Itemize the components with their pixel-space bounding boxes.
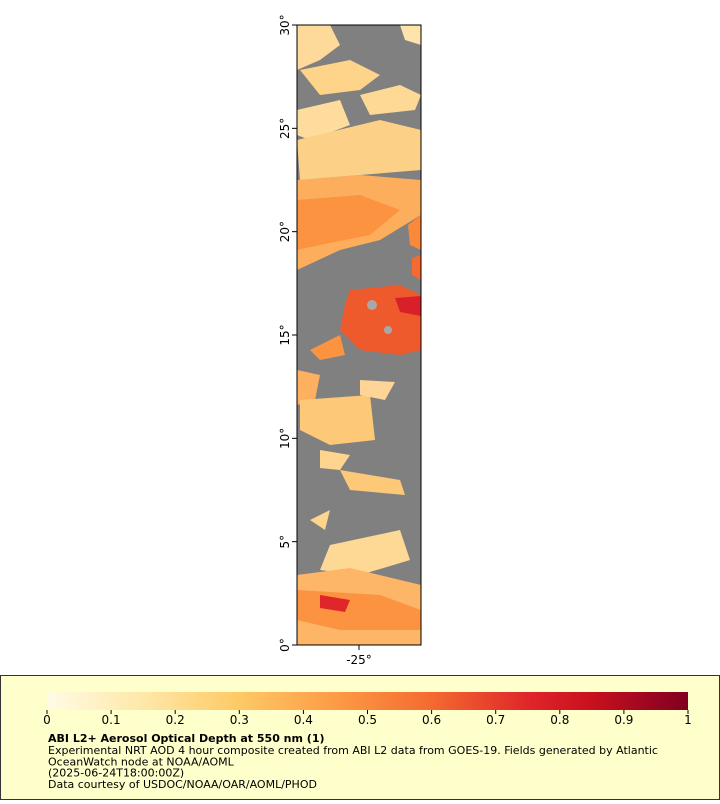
colorbar-tick-label: 0.1 (102, 713, 121, 727)
legend-title: ABI L2+ Aerosol Optical Depth at 550 nm … (48, 732, 325, 745)
colorbar-tick-label: 0.4 (294, 713, 313, 727)
lon-tick-label: -25° (346, 653, 372, 667)
map-image (297, 25, 421, 645)
colorbar-tick-label: 0.3 (230, 713, 249, 727)
legend-line: (2025-06-24T18:00:00Z) (48, 767, 184, 780)
colorbar-tick-label: 0.8 (550, 713, 569, 727)
colorbar-tick-label: 0.9 (614, 713, 633, 727)
legend-lines: Experimental NRT AOD 4 hour composite cr… (48, 744, 658, 791)
colorbar-tick-label: 0.7 (486, 713, 505, 727)
lat-tick-label: 30° (278, 14, 292, 35)
lat-tick-label: 0° (278, 638, 292, 652)
lat-tick-label: 15° (278, 324, 292, 345)
legend-line: Experimental NRT AOD 4 hour composite cr… (48, 744, 658, 757)
colorbar (47, 692, 688, 710)
lat-tick-label: 10° (278, 428, 292, 449)
axes: 0° 5° 10° 15° 20° 25° 30° -25° (278, 14, 372, 667)
colorbar-tick-label: 0.6 (422, 713, 441, 727)
legend-line: OceanWatch node at NOAA/AOML (48, 755, 235, 768)
colorbar-tick-label: 0 (43, 713, 51, 727)
colorbar-tick-label: 0.5 (358, 713, 377, 727)
lat-tick-label: 20° (278, 221, 292, 242)
lat-tick-label: 25° (278, 118, 292, 139)
lat-tick-label: 5° (278, 535, 292, 549)
colorbar-axis: 0 0.1 0.2 0.3 0.4 0.5 0.6 0.7 0.8 0.9 1 (43, 710, 692, 727)
colorbar-tick-label: 1 (684, 713, 692, 727)
colorbar-tick-label: 0.2 (166, 713, 185, 727)
legend-line: Data courtesy of USDOC/NOAA/OAR/AOML/PHO… (48, 778, 317, 791)
